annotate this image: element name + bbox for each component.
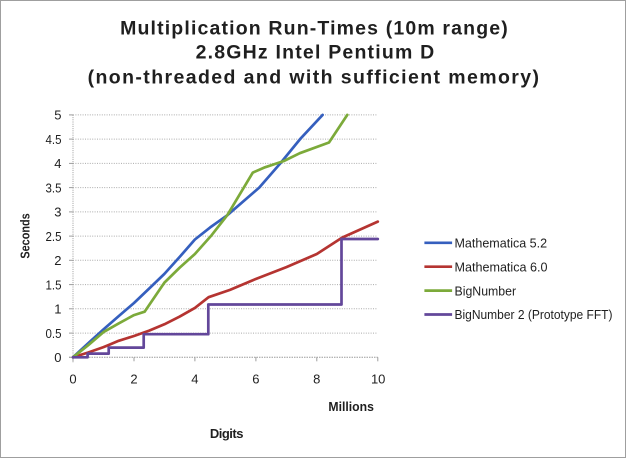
svg-text:8: 8 [313, 372, 320, 387]
svg-text:6: 6 [252, 372, 259, 387]
svg-text:3.5: 3.5 [46, 180, 62, 195]
svg-text:2.5: 2.5 [46, 229, 62, 244]
svg-text:2: 2 [130, 372, 137, 387]
svg-text:Mathematica 6.0: Mathematica 6.0 [455, 259, 548, 274]
svg-text:Multiplication Run-Times (10m: Multiplication Run-Times (10m range) [120, 18, 509, 40]
svg-text:0.5: 0.5 [46, 326, 62, 341]
svg-text:2.8GHz Intel Pentium D: 2.8GHz Intel Pentium D [196, 42, 436, 64]
svg-text:Millions: Millions [328, 399, 374, 414]
svg-text:2: 2 [54, 253, 61, 268]
svg-text:Digits: Digits [210, 426, 243, 441]
svg-text:3: 3 [54, 205, 61, 220]
svg-text:1: 1 [54, 302, 61, 317]
svg-text:Mathematica 5.2: Mathematica 5.2 [455, 236, 548, 251]
svg-text:BigNumber 2 (Prototype FFT): BigNumber 2 (Prototype FFT) [455, 307, 613, 322]
svg-text:(non-threaded and with suffici: (non-threaded and with sufficient memory… [88, 67, 541, 89]
svg-text:1.5: 1.5 [46, 277, 62, 292]
svg-text:5: 5 [54, 108, 61, 123]
svg-text:BigNumber: BigNumber [455, 283, 517, 298]
svg-text:0: 0 [69, 372, 76, 387]
svg-text:4: 4 [54, 156, 61, 171]
svg-text:10: 10 [371, 372, 385, 387]
svg-text:0: 0 [54, 350, 61, 365]
svg-text:Seconds: Seconds [18, 213, 33, 258]
svg-text:4.5: 4.5 [46, 132, 62, 147]
svg-text:4: 4 [191, 372, 198, 387]
